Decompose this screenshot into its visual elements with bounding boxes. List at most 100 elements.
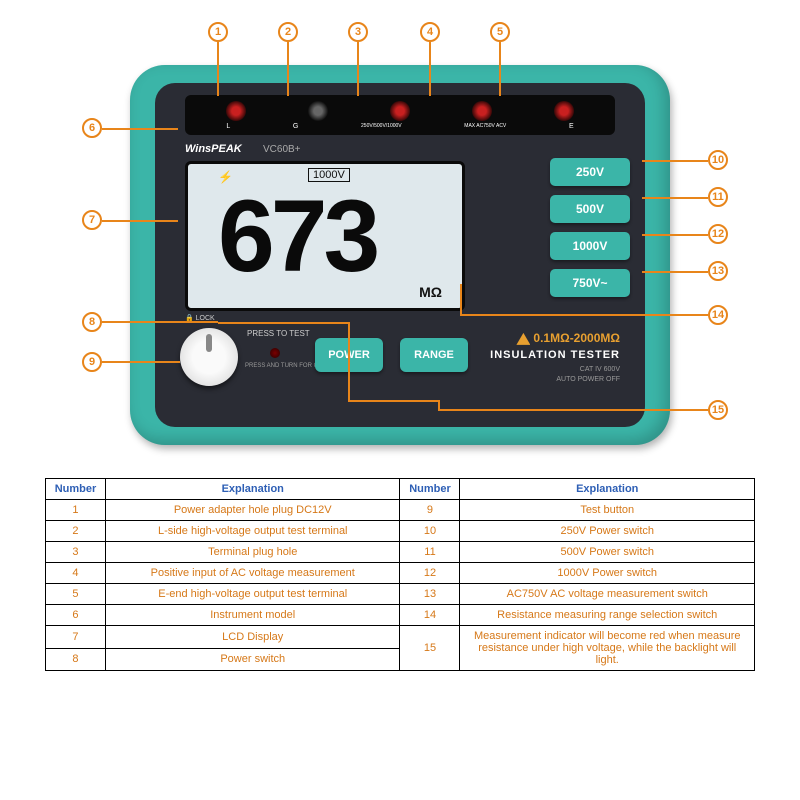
table-cell: 4 [46, 563, 106, 584]
callout-line [642, 197, 708, 199]
lcd-reading: 673 [218, 178, 376, 295]
table-cell: Terminal plug hole [105, 542, 400, 563]
table-cell: 5 [46, 584, 106, 605]
callout-14: 14 [708, 305, 728, 325]
callout-3: 3 [348, 22, 368, 42]
jack-l [226, 101, 246, 121]
test-knob-area: 🔒 LOCK [180, 328, 238, 386]
table-cell: 12 [400, 563, 460, 584]
th-num2: Number [400, 479, 460, 500]
device-body: L G 250V/500V/1000V MAX AC750V ACV E Win… [130, 65, 670, 445]
table-cell: 1 [46, 500, 106, 521]
table-cell: Positive input of AC voltage measurement [105, 563, 400, 584]
callout-12: 12 [708, 224, 728, 244]
jack-label: 250V/500V/1000V [361, 123, 402, 130]
btn-750v[interactable]: 750V~ [550, 269, 630, 297]
btn-1000v[interactable]: 1000V [550, 232, 630, 260]
callout-5: 5 [490, 22, 510, 42]
callout-11: 11 [708, 187, 728, 207]
table-cell: 7 [46, 626, 106, 649]
table-cell: 1000V Power switch [460, 563, 755, 584]
spec-title: INSULATION TESTER [490, 349, 620, 361]
jack-label: E [569, 123, 574, 130]
jack-label: MAX AC750V ACV [464, 123, 506, 130]
indicator-led [270, 348, 280, 358]
callout-line [102, 128, 178, 130]
table-cell: 3 [46, 542, 106, 563]
table-cell: 13 [400, 584, 460, 605]
test-knob[interactable] [180, 328, 238, 386]
table-cell: 14 [400, 605, 460, 626]
callout-line [460, 284, 462, 316]
range-button[interactable]: RANGE [400, 338, 468, 372]
callout-line [438, 409, 520, 411]
callout-line [357, 42, 359, 96]
table-cell: 2 [46, 521, 106, 542]
callout-15: 15 [708, 400, 728, 420]
table-cell: LCD Display [105, 626, 400, 649]
callout-line [287, 42, 289, 96]
table-cell: 6 [46, 605, 106, 626]
callout-line [218, 322, 348, 324]
lcd-unit: MΩ [419, 284, 442, 300]
jack-e [554, 101, 574, 121]
th-num1: Number [46, 479, 106, 500]
table-cell: 15 [400, 626, 460, 671]
table-cell: 250V Power switch [460, 521, 755, 542]
callout-line [499, 42, 501, 96]
callout-line [102, 361, 180, 363]
callout-line [348, 322, 350, 402]
table-cell: 11 [400, 542, 460, 563]
table-cell: 500V Power switch [460, 542, 755, 563]
callout-10: 10 [708, 150, 728, 170]
callout-line [642, 271, 708, 273]
table-cell: 8 [46, 648, 106, 671]
callout-line [348, 400, 440, 402]
callout-2: 2 [278, 22, 298, 42]
spec-cat: CAT IV 600V [580, 366, 620, 373]
table-cell: AC750V AC voltage measurement switch [460, 584, 755, 605]
table-cell: L-side high-voltage output test terminal [105, 521, 400, 542]
callout-1: 1 [208, 22, 228, 42]
device-face: L G 250V/500V/1000V MAX AC750V ACV E Win… [155, 83, 645, 427]
table-cell: Resistance measuring range selection swi… [460, 605, 755, 626]
th-exp2: Explanation [460, 479, 755, 500]
table-cell: Measurement indicator will become red wh… [460, 626, 755, 671]
spec-range: 0.1MΩ-2000MΩ [516, 331, 620, 345]
spec-auto: AUTO POWER OFF [556, 376, 620, 383]
jack-g [308, 101, 328, 121]
press-to-test-label: PRESS TO TEST [247, 329, 310, 338]
table-cell: 10 [400, 521, 460, 542]
callout-9: 9 [82, 352, 102, 372]
callout-line [520, 409, 708, 411]
brand-label: WinsPEAK [185, 143, 242, 155]
table-cell: Instrument model [105, 605, 400, 626]
table-cell: Power adapter hole plug DC12V [105, 500, 400, 521]
device-diagram: L G 250V/500V/1000V MAX AC750V ACV E Win… [0, 0, 800, 460]
callout-line [217, 42, 219, 96]
explanation-table: Number Explanation Number Explanation 1P… [45, 478, 755, 671]
callout-8: 8 [82, 312, 102, 332]
callout-line [429, 42, 431, 96]
callout-13: 13 [708, 261, 728, 281]
th-exp1: Explanation [105, 479, 400, 500]
callout-line [460, 314, 708, 316]
model-label: VC60B+ [263, 144, 301, 155]
voltage-buttons: 250V 500V 1000V 750V~ [550, 158, 630, 297]
callout-7: 7 [82, 210, 102, 230]
lcd-display: ⚡ 1000V 673 MΩ [185, 161, 465, 311]
callout-line [102, 321, 218, 323]
callout-6: 6 [82, 118, 102, 138]
btn-500v[interactable]: 500V [550, 195, 630, 223]
callout-line [642, 234, 708, 236]
callout-4: 4 [420, 22, 440, 42]
jack-label: L [226, 123, 230, 130]
terminal-strip: L G 250V/500V/1000V MAX AC750V ACV E [185, 95, 615, 135]
table-cell: Power switch [105, 648, 400, 671]
jack-acv [472, 101, 492, 121]
jack-plug [390, 101, 410, 121]
table-cell: 9 [400, 500, 460, 521]
jack-label: G [293, 123, 298, 130]
btn-250v[interactable]: 250V [550, 158, 630, 186]
table-cell: E-end high-voltage output test terminal [105, 584, 400, 605]
